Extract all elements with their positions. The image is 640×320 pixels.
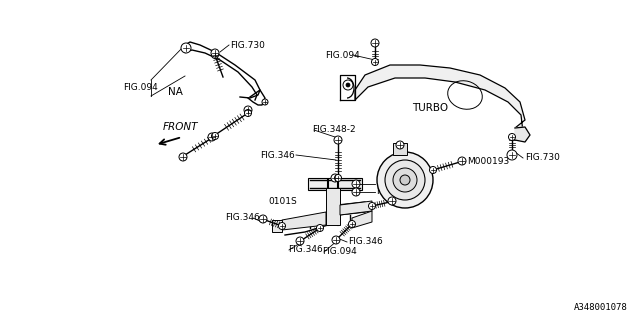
Circle shape [388,197,396,205]
Text: FIG.094: FIG.094 [325,51,360,60]
Text: FIG.094: FIG.094 [322,247,356,257]
Circle shape [352,188,360,196]
Circle shape [244,109,252,116]
Text: FIG.730: FIG.730 [525,154,560,163]
Text: FIG.348-2: FIG.348-2 [312,125,356,134]
Circle shape [211,132,218,140]
Polygon shape [340,201,372,215]
Circle shape [296,237,304,245]
Polygon shape [352,211,372,228]
Circle shape [393,168,417,192]
Circle shape [179,153,187,161]
Text: TURBO: TURBO [412,103,448,113]
Circle shape [335,174,342,181]
Polygon shape [272,220,282,232]
Text: FIG.346: FIG.346 [288,245,323,254]
Circle shape [396,141,404,149]
Circle shape [278,222,285,229]
Text: FIG.730: FIG.730 [230,41,265,50]
Text: A348001078: A348001078 [574,303,628,312]
Circle shape [458,157,466,165]
Polygon shape [308,178,362,190]
Text: FIG.346: FIG.346 [260,150,295,159]
Polygon shape [355,65,525,132]
Circle shape [377,152,433,208]
Circle shape [211,49,219,57]
Text: FRONT: FRONT [163,122,198,132]
Circle shape [429,166,436,173]
Circle shape [369,203,376,210]
Circle shape [509,133,515,140]
Text: M000193: M000193 [467,157,509,166]
Text: NA: NA [168,87,182,97]
FancyBboxPatch shape [393,143,407,155]
Polygon shape [282,212,326,230]
Text: FIG.346: FIG.346 [376,180,411,188]
Circle shape [262,99,268,105]
Text: FIG.346: FIG.346 [376,188,411,196]
Circle shape [334,136,342,144]
Circle shape [181,43,191,53]
Text: 0101S: 0101S [268,197,297,206]
Circle shape [332,236,340,244]
Circle shape [211,52,218,59]
Circle shape [331,174,339,182]
Circle shape [259,215,267,223]
Polygon shape [326,188,340,225]
Circle shape [385,160,425,200]
Text: FIG.346: FIG.346 [348,237,383,246]
Circle shape [352,180,360,188]
Circle shape [371,39,379,47]
Circle shape [244,106,252,114]
Circle shape [507,150,517,160]
Circle shape [346,83,350,87]
Text: FIG.346: FIG.346 [225,213,260,222]
Circle shape [371,59,378,66]
Circle shape [317,225,323,231]
Text: FIG.094: FIG.094 [123,84,157,92]
Circle shape [349,220,355,228]
Circle shape [208,133,216,141]
Polygon shape [515,127,530,142]
Circle shape [400,175,410,185]
